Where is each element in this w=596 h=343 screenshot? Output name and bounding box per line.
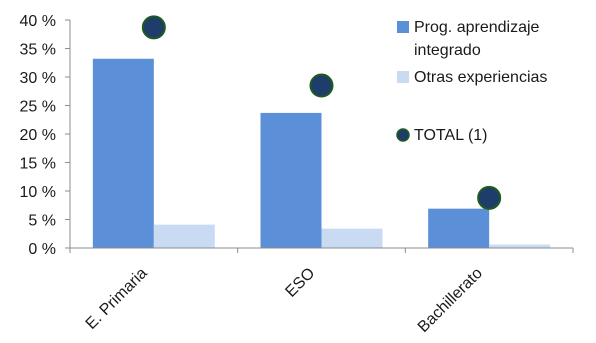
y-tick-label: 35 %	[20, 42, 56, 59]
y-tick-label: 30 %	[20, 70, 56, 87]
total-marker	[477, 185, 502, 210]
bar	[489, 244, 551, 248]
category-label: Bachillerato	[415, 265, 486, 336]
category-label: E. Primaria	[83, 265, 151, 333]
y-tick-label: 0 %	[28, 241, 56, 258]
legend-label: TOTAL (1)	[414, 127, 488, 144]
y-tick-label: 20 %	[20, 127, 56, 144]
legend-swatch	[397, 21, 409, 33]
y-tick-label: 25 %	[20, 99, 56, 116]
total-marker	[309, 73, 334, 98]
bar	[153, 224, 215, 248]
y-axis: 0 % 5 % 10 % 15 % 20 % 25 % 30 % 35 % 40 %	[20, 13, 71, 258]
bar	[428, 208, 490, 248]
legend-label: integrado	[414, 42, 481, 59]
category-label: ESO	[282, 265, 318, 301]
bar	[260, 112, 322, 248]
y-tick-label: 15 %	[20, 156, 56, 173]
legend-label: Otras experiencias	[414, 69, 547, 86]
y-tick-label: 5 %	[28, 213, 56, 230]
y-tick-label: 40 %	[20, 13, 56, 30]
y-tick-label: 10 %	[20, 184, 56, 201]
total-marker	[141, 15, 166, 40]
legend-label: Prog. aprendizaje	[414, 19, 540, 36]
bars	[92, 58, 551, 249]
legend-marker	[396, 128, 410, 142]
legend: Prog. aprendizaje integrado Otras experien…	[396, 19, 547, 144]
bar	[321, 228, 383, 248]
legend-swatch	[397, 71, 409, 83]
x-axis: E. Primaria ESO Bachillerato	[69, 247, 574, 336]
total-markers	[141, 15, 502, 210]
bar	[92, 58, 154, 249]
